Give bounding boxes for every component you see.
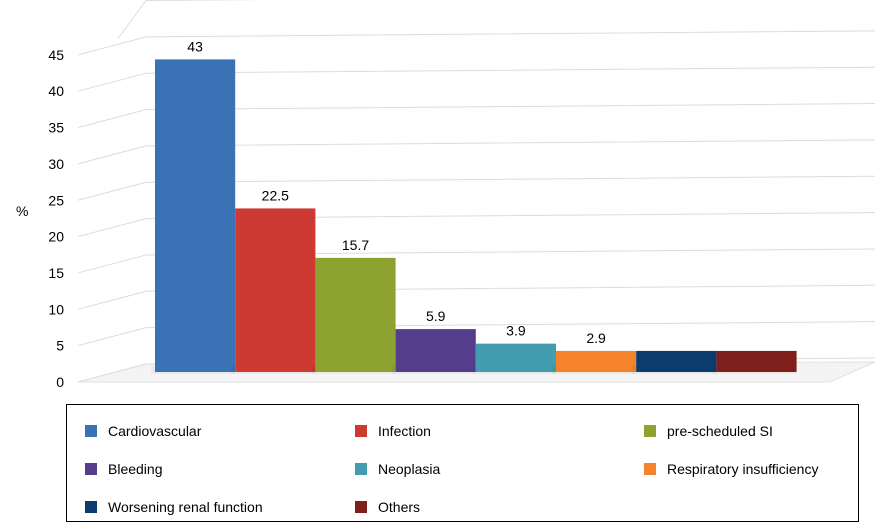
gridline	[77, 66, 876, 92]
y-tick-label: 45	[48, 47, 64, 63]
legend: Cardiovascular Infection pre-scheduled SI B…	[66, 404, 859, 522]
legend-item: Infection	[355, 421, 431, 441]
gridline	[77, 175, 876, 201]
bar	[475, 343, 556, 372]
bars	[151, 59, 797, 374]
legend-label: Infection	[378, 423, 431, 439]
data-label: 22.5	[262, 187, 289, 203]
legend-label: Worsening renal function	[108, 499, 263, 515]
data-label: 2.9	[586, 330, 606, 346]
y-tick-label: 25	[48, 192, 64, 208]
gridline	[77, 103, 876, 129]
gridline	[77, 212, 876, 238]
bar	[395, 329, 476, 372]
y-tick-label: 20	[48, 229, 64, 245]
legend-swatch	[355, 463, 367, 475]
legend-swatch	[355, 425, 367, 437]
y-tick-label: 5	[56, 338, 64, 354]
bar	[716, 350, 797, 372]
data-labels: 43 22.5 15.7 5.9 3.9 2.9	[187, 38, 606, 346]
y-tick-label: 0	[56, 374, 64, 390]
y-tick-label: 15	[48, 265, 64, 281]
legend-swatch	[85, 463, 97, 475]
data-label: 3.9	[506, 323, 526, 339]
bar	[155, 59, 236, 372]
gridline	[77, 139, 876, 165]
legend-item: Respiratory insufficiency	[644, 459, 818, 479]
legend-swatch	[85, 501, 97, 513]
legend-swatch	[85, 425, 97, 437]
legend-item: Cardiovascular	[85, 421, 201, 441]
legend-swatch	[644, 425, 656, 437]
bar	[235, 208, 316, 372]
legend-swatch	[644, 463, 656, 475]
legend-item: Others	[355, 497, 420, 517]
legend-item: Bleeding	[85, 459, 163, 479]
y-tick-label: 40	[48, 83, 64, 99]
bar	[636, 350, 717, 372]
gridline	[117, 0, 268, 39]
y-tick-label: 10	[48, 301, 64, 317]
legend-label: Neoplasia	[378, 461, 441, 477]
y-axis-ticks: 0 5 10 15 20 25 30 35 40 45	[48, 47, 64, 390]
y-tick-label: 35	[48, 120, 64, 136]
legend-label: Respiratory insufficiency	[667, 461, 819, 477]
legend-label: Cardiovascular	[108, 423, 202, 439]
legend-item: Worsening renal function	[85, 497, 263, 517]
legend-label: Others	[378, 499, 421, 515]
legend-swatch	[355, 501, 367, 513]
data-label: 43	[187, 38, 203, 54]
gridline	[77, 30, 876, 56]
legend-label: Bleeding	[108, 461, 163, 477]
gridline	[77, 248, 876, 274]
gridline	[77, 284, 876, 310]
legend-label: pre-scheduled SI	[667, 423, 773, 439]
data-label: 15.7	[342, 237, 369, 253]
chart: 0 5 10 15 20 25 30 35 40 45 % 43 22.5 15.7 5.9 3.9 2.9	[16, 0, 876, 390]
y-tick-label: 30	[48, 156, 64, 172]
data-label: 5.9	[426, 308, 446, 324]
bar	[556, 350, 637, 372]
y-axis-label: %	[16, 203, 28, 219]
bar	[315, 257, 396, 372]
gridline	[77, 321, 876, 347]
legend-item: pre-scheduled SI	[644, 421, 773, 441]
legend-item: Neoplasia	[355, 459, 440, 479]
